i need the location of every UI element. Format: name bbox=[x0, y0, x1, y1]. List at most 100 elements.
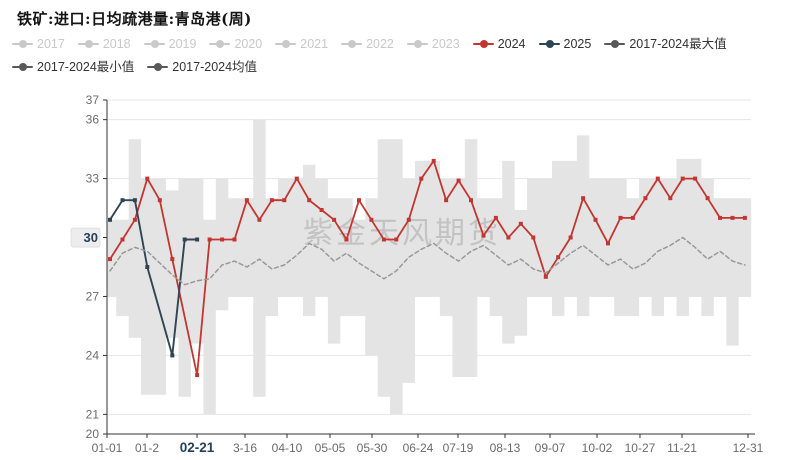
series-2024-point bbox=[456, 178, 461, 183]
series-2025-point bbox=[120, 198, 125, 203]
legend-item-2017-2024均值[interactable]: 2017-2024均值 bbox=[147, 61, 257, 74]
legend-item-2018[interactable]: 2018 bbox=[77, 37, 131, 51]
series-2025-point bbox=[182, 237, 187, 242]
legend-item-2025[interactable]: 2025 bbox=[538, 37, 592, 51]
line-series-icon bbox=[77, 39, 99, 49]
series-2024-point bbox=[431, 158, 436, 163]
series-2024-point bbox=[369, 217, 374, 222]
series-2025-point bbox=[195, 237, 200, 242]
series-2024-point bbox=[157, 198, 162, 203]
x-axis-label: 10-02 bbox=[582, 441, 613, 455]
series-2024-point bbox=[581, 196, 586, 201]
legend-item-2024[interactable]: 2024 bbox=[472, 37, 526, 51]
x-axis-label: 01-01 bbox=[92, 441, 123, 455]
legend-row-1: 2017 2018 2019 2020 2021 2022 2023 2024 2025 2017… bbox=[12, 38, 727, 51]
chart-title: 铁矿:进口:日均疏港量:青岛港(周) bbox=[17, 10, 252, 28]
series-2024-point bbox=[742, 215, 747, 220]
line-series-icon bbox=[12, 62, 33, 72]
series-2024-point bbox=[693, 176, 698, 181]
line-series-icon bbox=[604, 39, 626, 49]
series-2024-point bbox=[132, 217, 137, 222]
legend-item-2022[interactable]: 2022 bbox=[341, 38, 394, 51]
legend-label: 2018 bbox=[102, 37, 131, 51]
series-2024-point bbox=[381, 237, 386, 242]
legend-item-2017[interactable]: 2017 bbox=[12, 38, 65, 51]
series-2024-point bbox=[543, 274, 548, 279]
series-2024-point bbox=[332, 217, 337, 222]
legend-label: 2017-2024均值 bbox=[172, 60, 258, 74]
legend-label: 2017-2024最大值 bbox=[629, 37, 727, 51]
y-axis-label: 37 bbox=[86, 93, 100, 107]
legend-item-2017-2024最小值[interactable]: 2017-2024最小值 bbox=[12, 61, 134, 74]
series-2024-point bbox=[705, 196, 710, 201]
x-axis-label: 06-24 bbox=[403, 441, 434, 455]
legend-item-2017-2024最大值[interactable]: 2017-2024最大值 bbox=[604, 37, 727, 51]
series-2024-point bbox=[568, 235, 573, 240]
watermark: 紫金天风期货 bbox=[303, 217, 501, 250]
x-axis-label: 01-2 bbox=[135, 441, 159, 455]
series-2024-point bbox=[344, 237, 349, 242]
series-2024-point bbox=[195, 373, 200, 378]
series-2024-point bbox=[269, 198, 274, 203]
series-2024-point bbox=[406, 217, 411, 222]
legend-label: 2023 bbox=[431, 37, 460, 51]
series-2024-point bbox=[319, 208, 324, 212]
legend-label: 2025 bbox=[563, 37, 592, 51]
series-2024-point bbox=[493, 215, 498, 220]
series-2024-point bbox=[618, 215, 623, 220]
series-2024-point bbox=[244, 198, 249, 203]
series-2024-point bbox=[357, 198, 361, 203]
series-2024-point bbox=[630, 215, 635, 220]
x-axis-label: 09-07 bbox=[535, 441, 566, 455]
line-series-icon bbox=[147, 62, 169, 72]
series-2017-2024均值-line bbox=[109, 236, 746, 286]
x-axis-label: 05-30 bbox=[357, 441, 388, 455]
line-series-icon bbox=[341, 39, 363, 49]
series-2024-point bbox=[556, 255, 561, 260]
legend-item-2019[interactable]: 2019 bbox=[143, 38, 196, 51]
x-label-highlight-box bbox=[170, 439, 225, 457]
legend-item-2021[interactable]: 2021 bbox=[275, 38, 328, 51]
legend-row-2: 2017-2024最小值 2017-2024均值 bbox=[12, 61, 257, 74]
legend-label: 2017 bbox=[37, 37, 65, 51]
series-2025-point bbox=[108, 217, 112, 222]
series-2024-point bbox=[444, 198, 449, 203]
series-2025-point bbox=[145, 265, 150, 269]
series-2025-point bbox=[170, 353, 175, 358]
legend-label: 2024 bbox=[497, 37, 526, 51]
legend-item-2020[interactable]: 2020 bbox=[209, 38, 262, 51]
series-2024-point bbox=[643, 196, 648, 201]
y-axis-label: 33 bbox=[86, 172, 100, 186]
y-label-current: 30 bbox=[84, 230, 98, 245]
series-2024-point bbox=[120, 237, 125, 242]
line-series-icon bbox=[472, 39, 494, 49]
x-axis-label: 10-27 bbox=[625, 441, 656, 455]
y-label-highlight-box bbox=[70, 227, 101, 248]
series-2024-point bbox=[207, 237, 212, 242]
y-axis-label: 27 bbox=[86, 289, 100, 303]
series-2024-point bbox=[282, 198, 287, 203]
series-2024-point bbox=[469, 198, 473, 203]
min-max-band bbox=[107, 119, 752, 415]
legend-label: 2020 bbox=[234, 37, 263, 51]
series-2024-point bbox=[307, 198, 312, 203]
line-series-icon bbox=[12, 39, 33, 49]
series-2025-point bbox=[132, 198, 137, 203]
series-2024-point bbox=[257, 217, 262, 222]
legend-label: 2022 bbox=[366, 37, 394, 51]
line-series-icon bbox=[209, 39, 231, 49]
series-2024-point bbox=[680, 176, 685, 181]
series-2024-point bbox=[655, 176, 660, 181]
series-2024-point bbox=[506, 235, 511, 240]
series-2024-point bbox=[668, 196, 673, 201]
y-axis-label: 20 bbox=[86, 427, 100, 441]
series-2024-point bbox=[718, 215, 722, 220]
series-2024-point bbox=[730, 215, 735, 220]
x-axis-label: 3-16 bbox=[233, 441, 257, 455]
y-axis-label: 21 bbox=[86, 407, 100, 421]
line-series-icon bbox=[275, 39, 297, 49]
legend-item-2023[interactable]: 2023 bbox=[406, 37, 460, 51]
series-2024-point bbox=[606, 241, 610, 246]
legend-label: 2017-2024最小值 bbox=[37, 60, 135, 74]
